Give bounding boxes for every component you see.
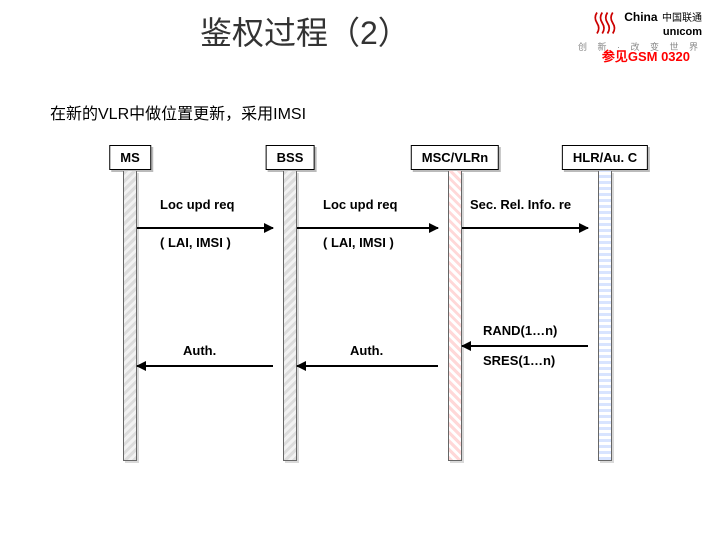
msg-sres-label: SRES(1…n): [483, 353, 555, 368]
msg-bss-ms-auth-label: Auth.: [183, 343, 216, 358]
lifeline-head-bss: BSS: [266, 145, 315, 170]
arrow-bss-vlr-locupd: [297, 227, 438, 229]
arrow-hlr-vlr-rand: [462, 345, 588, 347]
msg-vlr-bss-auth-label: Auth.: [350, 343, 383, 358]
lifeline-bar-hlr: [598, 171, 612, 461]
msg-ms-bss-label: Loc upd req: [160, 197, 234, 212]
reference-text: 参见GSM 0320: [602, 46, 690, 65]
lifeline-bar-ms: [123, 171, 137, 461]
subtitle: 在新的VLR中做位置更新，采用IMSI: [50, 100, 306, 124]
lifeline-head-vlr: MSC/VLRn: [411, 145, 499, 170]
msg-ms-bss-sublabel: ( LAI, IMSI ): [160, 235, 231, 250]
arrow-vlr-bss-auth: [297, 365, 438, 367]
arrow-vlr-hlr-secrel: [462, 227, 588, 229]
arrow-bss-ms-auth: [137, 365, 273, 367]
msg-rand-label: RAND(1…n): [483, 323, 557, 338]
sequence-diagram: MS BSS MSC/VLRn HLR/Au. C Loc upd req ( …: [65, 145, 655, 485]
lifeline-bar-vlr: [448, 171, 462, 461]
msg-bss-vlr-label: Loc upd req: [323, 197, 397, 212]
china-unicom-icon: [590, 9, 618, 37]
lifeline-head-hlr: HLR/Au. C: [562, 145, 648, 170]
logo-brand-en2: unıcom: [624, 26, 702, 38]
arrow-ms-bss-locupd: [137, 227, 273, 229]
lifeline-bar-bss: [283, 171, 297, 461]
logo-brand-en: China: [624, 10, 657, 24]
logo-brand-cn: 中国联通: [662, 13, 702, 24]
msg-bss-vlr-sublabel: ( LAI, IMSI ): [323, 235, 394, 250]
page-title: 鉴权过程（2）: [200, 8, 410, 54]
lifeline-head-ms: MS: [109, 145, 151, 170]
msg-vlr-hlr-label: Sec. Rel. Info. re: [470, 197, 571, 212]
